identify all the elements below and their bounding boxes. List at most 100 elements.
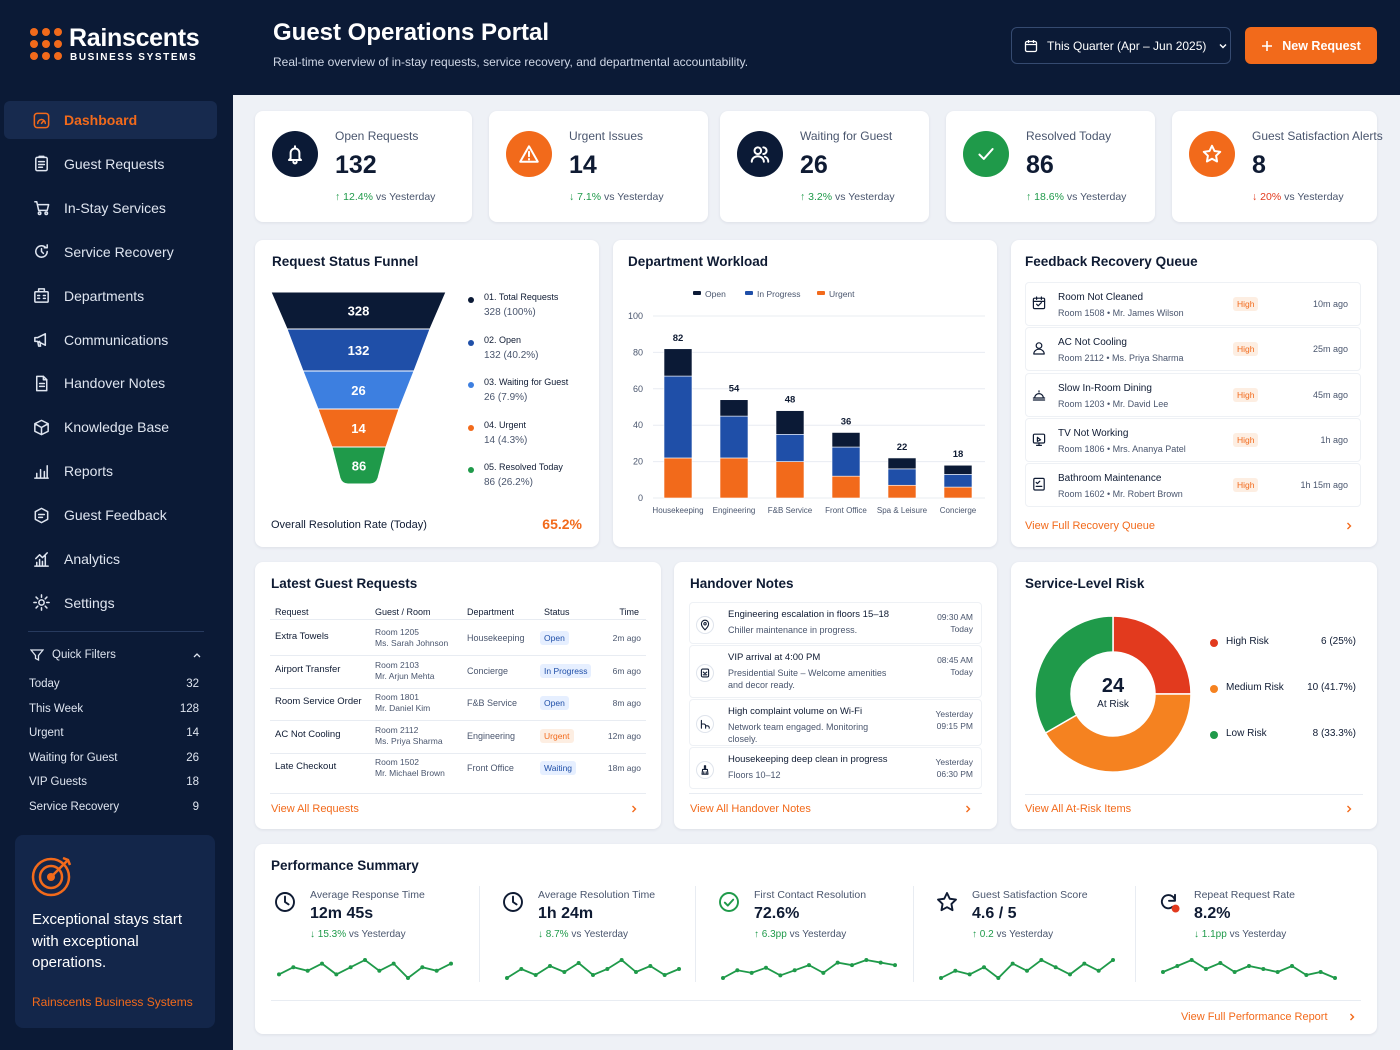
sidebar-item-service-recovery[interactable]: Service Recovery (4, 233, 217, 271)
star-outline-icon (937, 892, 957, 912)
feedback-item-sub: Room 1508 • Mr. James Wilson (1058, 308, 1184, 318)
funnel-legend-dot (468, 382, 474, 388)
bar-segment[interactable] (775, 461, 805, 499)
funnel-legend-dot (468, 297, 474, 303)
risk-legend-value: 6 (25%) (1320, 636, 1356, 647)
performance-metric[interactable]: Average Response Time 12m 45s ↓ 15.3% vs Y… (273, 884, 473, 984)
performance-metric[interactable]: Repeat Request Rate 8.2% ↓ 1.1pp vs Yester… (1157, 884, 1357, 984)
feedback-item-title: AC Not Cooling (1058, 337, 1127, 349)
bar-segment[interactable] (831, 432, 861, 448)
quick-filter-this-week[interactable]: This Week 128 (29, 703, 199, 715)
bar-segment[interactable] (943, 474, 973, 488)
view-at-risk-link[interactable]: View All At-Risk Items (1025, 803, 1132, 815)
bar-segment[interactable] (943, 464, 973, 475)
handover-note-date: Today (950, 667, 973, 677)
sidebar-item-handover-notes[interactable]: Handover Notes (4, 364, 217, 402)
handover-note[interactable]: High complaint volume on Wi-Fi Network te… (689, 699, 982, 746)
chevron-right-icon[interactable] (1347, 1012, 1357, 1022)
view-performance-report-link[interactable]: View Full Performance Report (1181, 1011, 1328, 1023)
bar-segment[interactable] (831, 475, 861, 499)
sidebar-item-knowledge-base[interactable]: Knowledge Base (4, 408, 217, 446)
sidebar-item-communications[interactable]: Communications (4, 321, 217, 359)
table-row[interactable]: Late Checkout Room 1502 Mr. Michael Brown F… (255, 754, 661, 786)
funnel-segment[interactable] (331, 446, 387, 485)
chevron-right-icon[interactable] (629, 804, 639, 814)
y-tick-label: 80 (633, 347, 643, 357)
performance-metric[interactable]: Average Resolution Time 1h 24m ↓ 8.7% vs Y… (501, 884, 701, 984)
quick-filter-label: This Week (29, 702, 84, 715)
sidebar-item-label: In-Stay Services (64, 199, 166, 216)
clock-icon (501, 890, 525, 919)
handover-note[interactable]: Engineering escalation in floors 15–18 Ch… (689, 602, 982, 644)
chevron-right-icon[interactable] (1344, 804, 1354, 814)
sparkline-point (807, 963, 811, 968)
view-all-requests-link[interactable]: View All Requests (271, 803, 359, 815)
bar-segment[interactable] (943, 486, 973, 499)
feedback-item[interactable]: AC Not Cooling Room 2112 • Ms. Priya Shar… (1025, 327, 1361, 372)
bar-segment[interactable] (887, 484, 917, 499)
sidebar-item-in-stay-services[interactable]: In-Stay Services (4, 189, 217, 227)
feedback-item[interactable]: Bathroom Maintenance Room 1602 • Mr. Robe… (1025, 463, 1361, 508)
feedback-title: Feedback Recovery Queue (1025, 254, 1198, 269)
bar-segment[interactable] (663, 457, 693, 499)
kpi-card-guest-satisfaction-alerts[interactable]: Guest Satisfaction Alerts 8 ↓ 20% vs Yeste… (1172, 111, 1383, 222)
feedback-item[interactable]: Slow In-Room Dining Room 1203 • Mr. David… (1025, 372, 1361, 417)
donut-segment[interactable] (1044, 693, 1192, 773)
sparkline-point (749, 970, 754, 975)
quick-filter-service-recovery[interactable]: Service Recovery 9 (29, 801, 199, 813)
warning-icon (506, 131, 552, 177)
performance-metric[interactable]: First Contact Resolution 72.6% ↑ 6.3pp vs … (717, 884, 917, 984)
bar-segment[interactable] (775, 434, 805, 462)
bar-segment[interactable] (831, 446, 861, 477)
quick-filter-urgent[interactable]: Urgent 14 (29, 727, 199, 739)
quick-filters-toggle[interactable]: Quick Filters (30, 648, 202, 662)
bar-segment[interactable] (719, 415, 749, 459)
request-department: F&B Service (467, 698, 518, 708)
bar-segment[interactable] (719, 457, 749, 499)
quick-filter-today[interactable]: Today 32 (29, 678, 199, 690)
sidebar-item-settings[interactable]: Settings (4, 584, 217, 622)
sparkline-point (548, 964, 552, 968)
table-row[interactable]: AC Not Cooling Room 2112 Ms. Priya Sharma E… (255, 722, 661, 754)
bar-segment[interactable] (663, 375, 693, 459)
kpi-card-resolved-today[interactable]: Resolved Today 86 ↑ 18.6% vs Yesterday (946, 111, 1155, 222)
table-row[interactable]: Extra Towels Room 1205 Ms. Sarah Johnson Ho… (255, 624, 661, 656)
table-row[interactable]: Airport Transfer Room 2103 Mr. Arjun Mehta… (255, 657, 661, 689)
sparkline-point (996, 976, 1001, 980)
performance-metric[interactable]: Guest Satisfaction Score 4.6 / 5 ↑ 0.2 vs … (935, 884, 1135, 984)
date-range-selector[interactable]: This Quarter (Apr – Jun 2025) (1011, 27, 1231, 64)
kpi-card-waiting-for-guest[interactable]: Waiting for Guest 26 ↑ 3.2% vs Yesterday (720, 111, 929, 222)
handover-note[interactable]: VIP arrival at 4:00 PM Presidential Suite… (689, 645, 982, 698)
bar-segment[interactable] (663, 348, 693, 377)
kpi-card-urgent-issues[interactable]: Urgent Issues 14 ↓ 7.1% vs Yesterday (489, 111, 708, 222)
table-header-divider (270, 619, 646, 620)
quick-filter-vip-guests[interactable]: VIP Guests 18 (29, 776, 199, 788)
quick-filter-waiting-for-guest[interactable]: Waiting for Guest 26 (29, 752, 199, 764)
check-icon (963, 131, 1009, 177)
bar-segment[interactable] (775, 410, 805, 435)
bar-segment[interactable] (887, 457, 917, 470)
sidebar-item-departments[interactable]: Departments (4, 277, 217, 315)
feedback-item[interactable]: Room Not Cleaned Room 1508 • Mr. James Wi… (1025, 282, 1361, 326)
performance-metric-label: First Contact Resolution (754, 889, 867, 901)
donut-segment[interactable] (1034, 615, 1114, 735)
chevron-right-icon[interactable] (963, 804, 973, 814)
sidebar-item-guest-feedback[interactable]: Guest Feedback (4, 496, 217, 534)
bar-segment[interactable] (887, 468, 917, 486)
new-request-button[interactable]: New Request (1245, 27, 1377, 64)
view-handover-notes-link[interactable]: View All Handover Notes (690, 803, 811, 815)
view-recovery-queue-link[interactable]: View Full Recovery Queue (1025, 520, 1156, 532)
kpi-card-open-requests[interactable]: Open Requests 132 ↑ 12.4% vs Yesterday (255, 111, 472, 222)
feedback-item[interactable]: TV Not Working Room 1806 • Mrs. Ananya Pa… (1025, 417, 1361, 462)
sidebar-item-reports[interactable]: Reports (4, 452, 217, 490)
handover-note[interactable]: Housekeeping deep clean in progress Floor… (689, 747, 982, 789)
sidebar-item-analytics[interactable]: Analytics (4, 540, 217, 578)
table-bottom-divider (270, 793, 646, 794)
sidebar-item-dashboard[interactable]: Dashboard (4, 101, 217, 139)
chevron-right-icon[interactable] (1344, 521, 1354, 531)
table-row[interactable]: Room Service Order Room 1801 Mr. Daniel Ki… (255, 689, 661, 721)
bar-segment[interactable] (719, 399, 749, 417)
dashboard-icon (31, 110, 51, 130)
sidebar-item-guest-requests[interactable]: Guest Requests (4, 145, 217, 183)
request-time: 18m ago (607, 763, 641, 773)
